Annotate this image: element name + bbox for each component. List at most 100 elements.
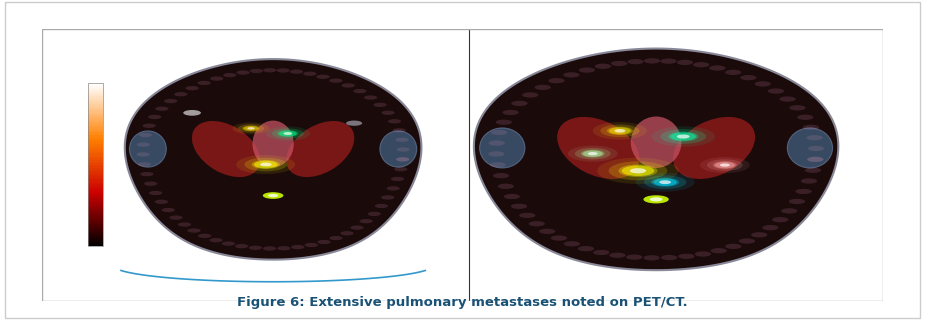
Bar	[88, 200, 103, 202]
Circle shape	[563, 241, 580, 246]
Bar	[88, 189, 103, 191]
Bar	[88, 132, 103, 134]
Circle shape	[277, 68, 290, 73]
Circle shape	[644, 58, 660, 63]
Circle shape	[329, 236, 342, 240]
Circle shape	[164, 99, 178, 103]
Circle shape	[512, 101, 527, 106]
Circle shape	[149, 191, 162, 195]
Bar	[88, 235, 103, 236]
Circle shape	[805, 168, 821, 173]
Circle shape	[789, 105, 806, 110]
Circle shape	[243, 126, 258, 131]
Circle shape	[563, 72, 579, 77]
Circle shape	[707, 159, 743, 171]
Bar	[88, 161, 103, 163]
Circle shape	[627, 59, 644, 64]
Bar	[88, 143, 103, 145]
Ellipse shape	[191, 121, 260, 177]
Circle shape	[141, 172, 154, 176]
Circle shape	[223, 73, 237, 77]
Bar	[88, 122, 103, 124]
Circle shape	[254, 161, 278, 168]
Circle shape	[237, 70, 250, 75]
Circle shape	[488, 151, 504, 156]
Circle shape	[630, 168, 647, 173]
Circle shape	[651, 126, 715, 147]
Circle shape	[235, 244, 248, 248]
Bar	[88, 149, 103, 152]
Circle shape	[136, 152, 150, 156]
Bar	[88, 148, 103, 150]
Circle shape	[677, 60, 693, 65]
Circle shape	[272, 128, 303, 139]
Circle shape	[489, 162, 506, 167]
Bar	[88, 210, 103, 212]
Circle shape	[232, 123, 269, 134]
Circle shape	[660, 59, 676, 64]
Circle shape	[148, 115, 161, 119]
Bar	[88, 102, 103, 104]
Bar	[88, 91, 103, 93]
Bar	[88, 141, 103, 144]
Circle shape	[341, 83, 355, 88]
Bar	[88, 153, 103, 155]
Bar	[88, 177, 103, 180]
Bar	[88, 182, 103, 184]
Bar	[88, 127, 103, 129]
Circle shape	[252, 160, 280, 169]
Circle shape	[635, 173, 695, 192]
Ellipse shape	[673, 117, 755, 179]
Circle shape	[550, 236, 567, 241]
Circle shape	[183, 110, 201, 116]
Text: 1401/108: 1401/108	[326, 265, 362, 274]
Circle shape	[668, 132, 698, 141]
Circle shape	[519, 213, 536, 218]
Circle shape	[396, 157, 410, 162]
Circle shape	[725, 244, 742, 249]
Circle shape	[522, 92, 538, 98]
Circle shape	[739, 238, 755, 244]
Circle shape	[609, 127, 631, 134]
Circle shape	[238, 124, 265, 132]
Ellipse shape	[480, 128, 524, 168]
Circle shape	[609, 161, 667, 180]
Circle shape	[715, 162, 734, 168]
Circle shape	[611, 61, 627, 66]
Circle shape	[610, 253, 625, 258]
Circle shape	[693, 62, 709, 67]
Circle shape	[283, 132, 292, 135]
Circle shape	[381, 195, 394, 200]
Circle shape	[222, 242, 235, 246]
Circle shape	[387, 186, 400, 190]
Circle shape	[139, 133, 152, 137]
Circle shape	[278, 246, 290, 250]
Circle shape	[242, 125, 260, 131]
Circle shape	[388, 119, 401, 124]
Circle shape	[396, 157, 410, 162]
Circle shape	[265, 126, 310, 141]
Bar	[88, 194, 103, 196]
Bar	[88, 186, 103, 188]
Bar	[88, 118, 103, 121]
Circle shape	[772, 217, 788, 222]
Circle shape	[346, 121, 363, 126]
Circle shape	[622, 165, 654, 176]
Circle shape	[583, 150, 603, 157]
Circle shape	[535, 85, 551, 90]
Bar	[88, 238, 103, 240]
Circle shape	[291, 245, 304, 249]
Bar	[88, 221, 103, 224]
Bar	[88, 212, 103, 214]
Bar	[88, 124, 103, 126]
Circle shape	[137, 142, 150, 147]
Bar	[88, 213, 103, 215]
Bar	[88, 202, 103, 204]
Circle shape	[316, 75, 329, 79]
Bar	[88, 100, 103, 103]
Bar	[88, 83, 103, 85]
Circle shape	[290, 69, 303, 74]
Circle shape	[720, 164, 730, 167]
Text: 3.3/: 3.3/	[96, 274, 111, 283]
Circle shape	[260, 163, 272, 166]
